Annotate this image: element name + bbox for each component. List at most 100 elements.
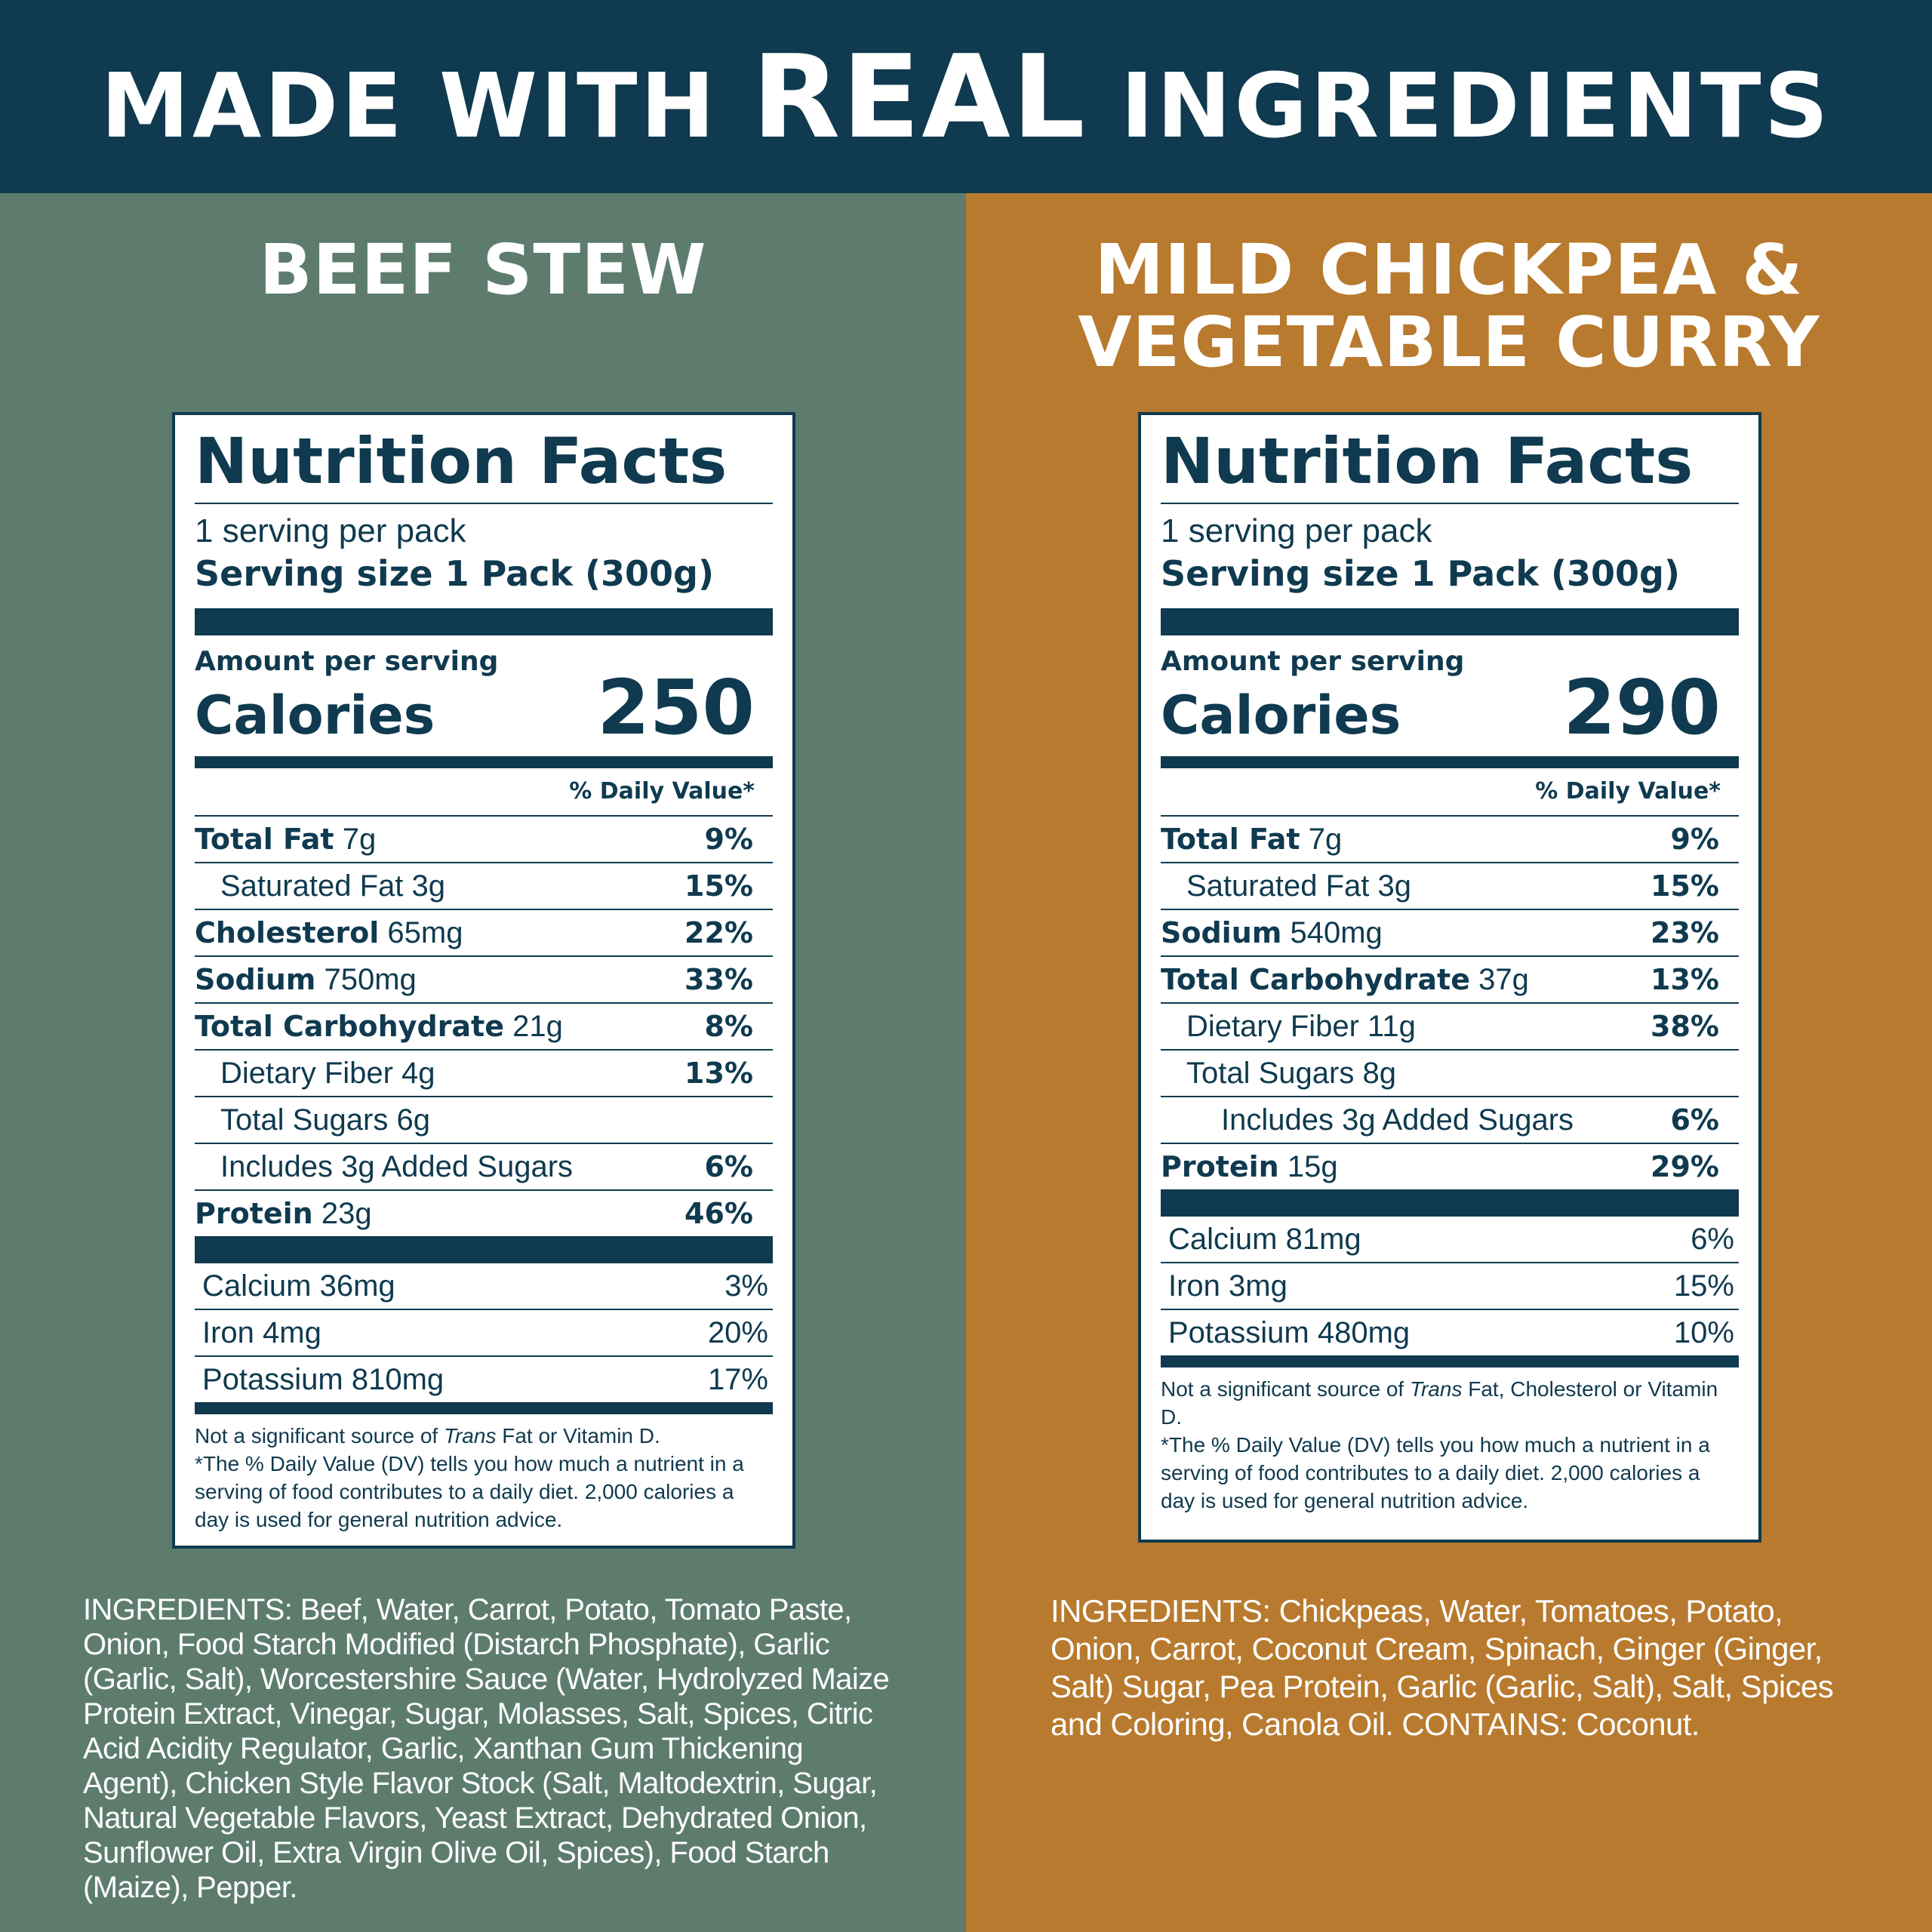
nutrient-row-sodium: Sodium 750mg 33% — [195, 957, 773, 1004]
amount-per-serving: Amount per serving — [1161, 646, 1465, 677]
nutrient-dv: 46% — [685, 1197, 753, 1230]
nutrient-name: Total Carbohydrate — [1161, 962, 1470, 996]
vitamin-label: Iron 3mg — [1168, 1269, 1287, 1303]
calories-row: Calories 250 — [195, 670, 773, 746]
calories-value: 290 — [1563, 663, 1721, 752]
divider — [195, 503, 773, 504]
product-title-line: BEEF STEW — [259, 229, 707, 310]
banner-lead: MADE WITH — [100, 53, 718, 158]
vitamin-row-iron: Iron 4mg 20% — [195, 1310, 773, 1357]
ingredients-text: INGREDIENTS: Chickpeas, Water, Tomatoes,… — [1051, 1593, 1834, 1742]
nutrient-dv: 23% — [1651, 916, 1719, 949]
nutrient-amount: Dietary Fiber 4g — [220, 1056, 435, 1090]
footnote-trans-fat: Not a significant source of Trans Fat, C… — [1161, 1377, 1718, 1429]
nutrient-dv: 6% — [1670, 1103, 1719, 1137]
footnote: Not a significant source of Trans Fat or… — [195, 1414, 773, 1534]
nutrient-dv: 13% — [685, 1057, 753, 1090]
vitamin-dv: 6% — [1690, 1222, 1734, 1256]
daily-value-header: % Daily Value* — [1161, 768, 1739, 817]
vitamin-label: Iron 4mg — [202, 1315, 321, 1349]
nutrition-facts-label: Nutrition Facts 1 serving per pack Servi… — [172, 412, 795, 1549]
nutrient-amount: 540mg — [1290, 915, 1383, 949]
nutrition-facts-label: Nutrition Facts 1 serving per pack Servi… — [1138, 412, 1761, 1543]
nutrient-dv: 29% — [1651, 1150, 1719, 1183]
nutrient-amount: Saturated Fat 3g — [220, 869, 445, 903]
nutrient-amount: 750mg — [324, 962, 417, 996]
nutrient-row-added-sugars: Includes 3g Added Sugars 6% — [195, 1144, 773, 1191]
nutrient-row-saturated-fat: Saturated Fat 3g 15% — [195, 863, 773, 910]
vitamin-dv: 20% — [707, 1315, 768, 1349]
nutrient-row-total-fat: Total Fat 7g 9% — [195, 817, 773, 863]
nutrient-dv: 22% — [685, 916, 753, 949]
nutrient-amount: Includes 3g Added Sugars — [220, 1149, 574, 1183]
nutrient-row-dietary-fiber: Dietary Fiber 11g 38% — [1161, 1004, 1739, 1051]
vitamin-label: Potassium 480mg — [1168, 1315, 1411, 1349]
nutrient-dv: 33% — [685, 963, 753, 996]
medium-bar — [1161, 1355, 1739, 1367]
nutrient-dv: 15% — [685, 869, 753, 903]
nutrient-amount: 65mg — [387, 915, 463, 949]
nutrient-amount: Saturated Fat 3g — [1186, 869, 1411, 903]
vitamin-label: Potassium 810mg — [202, 1362, 445, 1396]
nutrient-amount: 7g — [342, 822, 377, 856]
nutrient-name: Cholesterol — [195, 915, 380, 949]
calories-label: Calories — [195, 685, 435, 746]
nutrition-facts-title: Nutrition Facts — [195, 424, 728, 498]
nutrient-dv: 6% — [704, 1150, 753, 1183]
beef-stew-panel: BEEF STEW Nutrition Facts 1 serving per … — [0, 193, 966, 1932]
daily-value-header: % Daily Value* — [195, 768, 773, 817]
nutrient-dv: 13% — [1651, 963, 1719, 996]
vitamin-label: Calcium 36mg — [202, 1269, 395, 1303]
nutrient-amount: 7g — [1308, 822, 1343, 856]
nutrient-row-saturated-fat: Saturated Fat 3g 15% — [1161, 863, 1739, 910]
nutrient-row-total-fat: Total Fat 7g 9% — [1161, 817, 1739, 863]
nutrient-dv: 8% — [704, 1010, 753, 1043]
nutrient-dv: 38% — [1651, 1010, 1719, 1043]
calories-value: 250 — [597, 663, 755, 752]
nutrient-amount: Dietary Fiber 11g — [1186, 1009, 1416, 1043]
vitamin-row-calcium: Calcium 81mg 6% — [1161, 1217, 1739, 1263]
nutrient-row-total-sugars: Total Sugars 8g — [1161, 1051, 1739, 1097]
nutrient-name: Total Carbohydrate — [195, 1009, 504, 1043]
banner-headline: MADE WITH REAL INGREDIENTS — [101, 30, 1832, 164]
ingredients-text: INGREDIENTS: Beef, Water, Carrot, Potato… — [83, 1593, 890, 1904]
amount-per-serving: Amount per serving — [195, 646, 499, 677]
medium-bar — [195, 756, 773, 768]
nutrient-amount: 21g — [512, 1009, 563, 1043]
vitamin-row-potassium: Potassium 480mg 10% — [1161, 1310, 1739, 1355]
calories-label: Calories — [1161, 685, 1401, 746]
banner-tail: INGREDIENTS — [1120, 53, 1832, 158]
nutrient-row-protein: Protein 23g 46% — [195, 1191, 773, 1236]
product-title: MILD CHICKPEA & VEGETABLE CURRY — [966, 234, 1932, 379]
vitamin-row-iron: Iron 3mg 15% — [1161, 1263, 1739, 1310]
nutrient-row-total-sugars: Total Sugars 6g — [195, 1097, 773, 1144]
nutrient-dv: 9% — [1670, 823, 1719, 856]
serving-size: Serving size 1 Pack (300g) — [1161, 553, 1681, 594]
nutrient-row-dietary-fiber: Dietary Fiber 4g 13% — [195, 1051, 773, 1097]
thick-bar — [195, 1236, 773, 1263]
thick-bar — [1161, 608, 1739, 635]
product-title: BEEF STEW — [0, 234, 966, 306]
footnote-daily-value: *The % Daily Value (DV) tells you how mu… — [1161, 1433, 1710, 1512]
thick-bar — [195, 608, 773, 635]
thick-bar — [1161, 1189, 1739, 1217]
vitamin-row-potassium: Potassium 810mg 17% — [195, 1357, 773, 1402]
vitamin-dv: 3% — [724, 1269, 768, 1303]
product-title-line: MILD CHICKPEA & — [1094, 229, 1804, 310]
nutrient-amount: 23g — [321, 1196, 372, 1230]
footnote-trans-fat: Not a significant source of Trans Fat or… — [195, 1424, 660, 1447]
nutrient-amount: 37g — [1478, 962, 1529, 996]
chickpea-curry-panel: MILD CHICKPEA & VEGETABLE CURRY Nutritio… — [966, 193, 1932, 1932]
nutrient-row-total-carbohydrate: Total Carbohydrate 37g 13% — [1161, 957, 1739, 1004]
nutrient-name: Total Fat — [195, 822, 334, 856]
nutrient-name: Sodium — [195, 962, 316, 996]
servings-per-pack: 1 serving per pack — [195, 512, 466, 549]
medium-bar — [195, 1402, 773, 1414]
nutrient-name: Sodium — [1161, 915, 1282, 949]
nutrient-row-sodium: Sodium 540mg 23% — [1161, 910, 1739, 957]
banner-strong: REAL — [752, 29, 1087, 164]
nutrient-row-added-sugars: Includes 3g Added Sugars 6% — [1161, 1097, 1739, 1144]
vitamin-dv: 15% — [1673, 1269, 1734, 1303]
serving-size: Serving size 1 Pack (300g) — [195, 553, 715, 594]
servings-per-pack: 1 serving per pack — [1161, 512, 1432, 549]
